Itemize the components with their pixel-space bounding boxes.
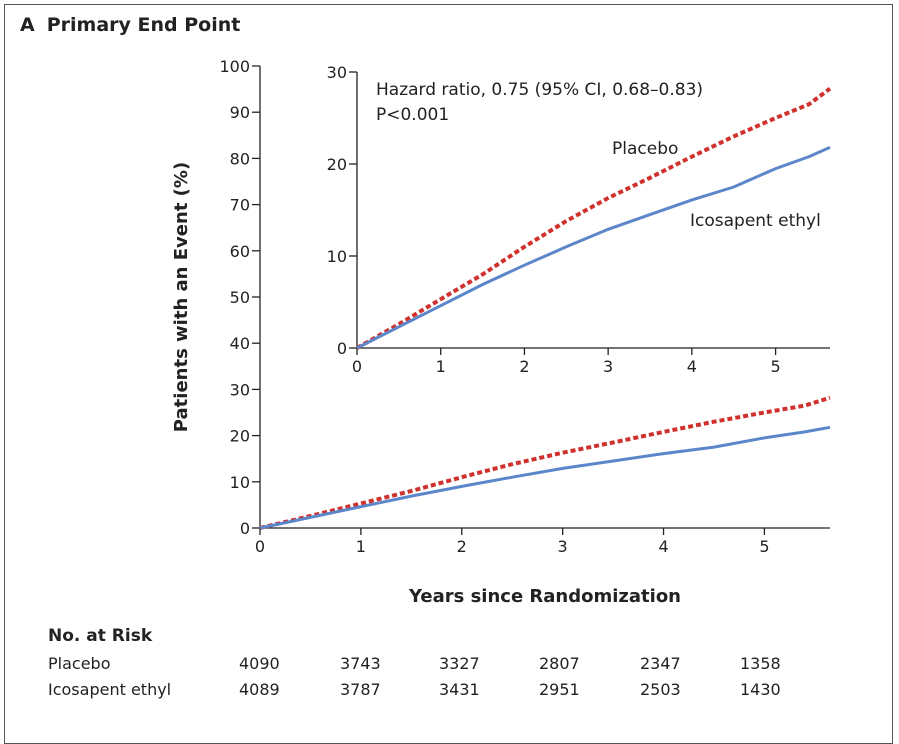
risk-cell: 2951 xyxy=(539,680,580,699)
risk-cell: 3743 xyxy=(340,654,381,673)
risk-cell: 3327 xyxy=(439,654,480,673)
main-x-tick-label: 5 xyxy=(759,537,769,556)
main-x-tick-label: 4 xyxy=(658,537,668,556)
risk-cell: 4090 xyxy=(239,654,280,673)
risk-row-label: Placebo xyxy=(48,654,111,673)
inset-series-line-icosapent-ethyl xyxy=(356,146,831,350)
panel-title: A Primary End Point xyxy=(20,14,240,36)
main-y-tick-label: 60 xyxy=(230,242,250,261)
main-y-tick-label: 80 xyxy=(230,149,250,168)
inset-y-tick-label: 30 xyxy=(327,63,347,82)
risk-cell: 2503 xyxy=(640,680,681,699)
main-x-tick-label: 1 xyxy=(356,537,366,556)
risk-row-label: Icosapent ethyl xyxy=(48,680,172,699)
risk-cell: 4089 xyxy=(239,680,280,699)
main-x-tick-label: 0 xyxy=(255,537,265,556)
main-y-tick-label: 90 xyxy=(230,103,250,122)
risk-cell: 2347 xyxy=(640,654,681,673)
p-value-annotation: P<0.001 xyxy=(376,105,449,125)
risk-cell: 3787 xyxy=(340,680,381,699)
inset-x-tick-label: 5 xyxy=(770,357,780,376)
hazard-ratio-annotation: Hazard ratio, 0.75 (95% CI, 0.68–0.83) xyxy=(376,80,703,100)
inset-y-tick-label: 10 xyxy=(327,247,347,266)
main-y-tick-label: 30 xyxy=(230,380,250,399)
inset-label-icosapent-ethyl: Icosapent ethyl xyxy=(690,211,821,231)
main-series-line-icosapent-ethyl xyxy=(259,425,831,530)
y-axis-label: Patients with an Event (%) xyxy=(171,162,192,432)
inset-x-tick-label: 4 xyxy=(687,357,697,376)
risk-cell: 2807 xyxy=(539,654,580,673)
panel-title-text: Primary End Point xyxy=(46,14,241,36)
inset-x-tick-label: 1 xyxy=(436,357,446,376)
main-y-tick-label: 10 xyxy=(230,473,250,492)
x-axis-label: Years since Randomization xyxy=(408,586,681,607)
inset-x-tick-label: 3 xyxy=(603,357,613,376)
risk-table-heading: No. at Risk xyxy=(48,626,153,646)
panel-letter: A xyxy=(20,14,35,36)
inset-series-line-placebo xyxy=(356,86,832,350)
main-x-tick-label: 3 xyxy=(558,537,568,556)
risk-cell: 3431 xyxy=(439,680,480,699)
inset-y-tick-label: 20 xyxy=(327,155,347,174)
main-x-tick-label: 2 xyxy=(457,537,467,556)
main-y-tick-label: 100 xyxy=(219,57,250,76)
inset-label-placebo: Placebo xyxy=(612,139,678,159)
inset-x-tick-label: 0 xyxy=(352,357,362,376)
inset-y-tick-label: 0 xyxy=(337,339,347,358)
main-y-tick-label: 70 xyxy=(230,196,250,215)
main-y-tick-label: 20 xyxy=(230,427,250,446)
risk-cell: 1430 xyxy=(740,680,781,699)
main-y-tick-label: 50 xyxy=(230,288,250,307)
inset-x-tick-label: 2 xyxy=(519,357,529,376)
risk-cell: 1358 xyxy=(740,654,781,673)
main-y-tick-label: 40 xyxy=(230,334,250,353)
main-y-tick-label: 0 xyxy=(240,519,250,538)
